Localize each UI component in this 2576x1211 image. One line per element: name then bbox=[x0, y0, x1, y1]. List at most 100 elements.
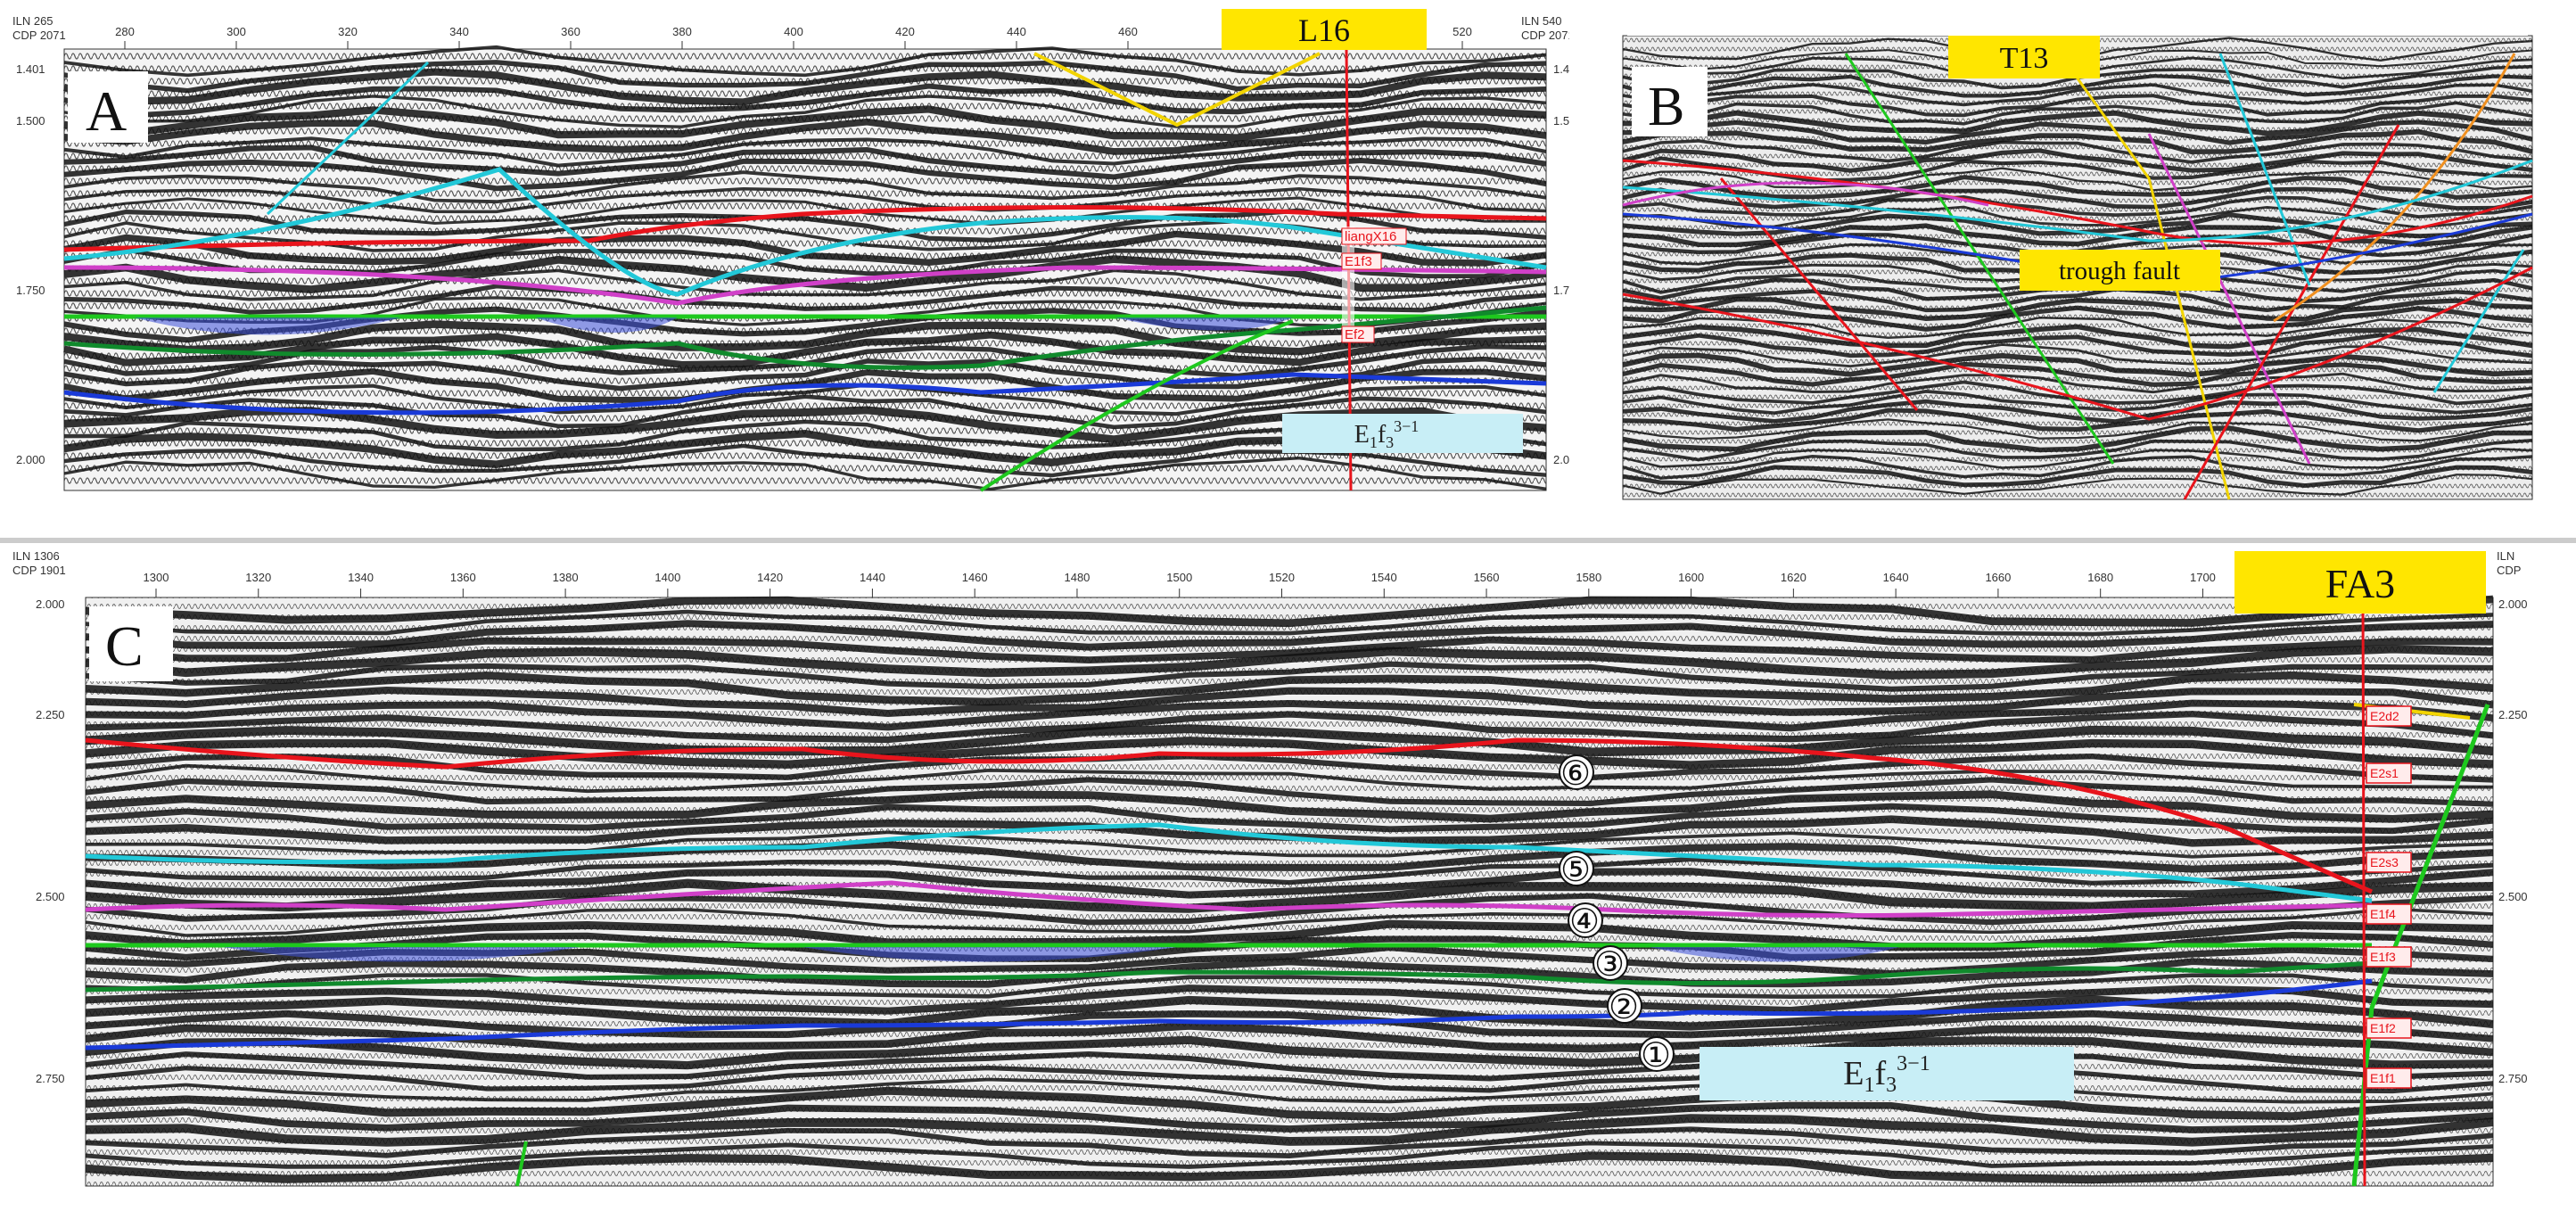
panel-a-horizon-dkgreen bbox=[63, 305, 1547, 370]
seismic-reflector bbox=[85, 856, 2494, 886]
panel-b-letter: B bbox=[1648, 77, 1684, 137]
panel-c-x-tick-label: 1380 bbox=[553, 571, 579, 584]
seismic-reflector bbox=[85, 1035, 2494, 1070]
horizon-number-6: ⑥ bbox=[1560, 755, 1591, 793]
seismic-reflector bbox=[85, 595, 2494, 628]
seismic-reflector bbox=[1622, 399, 2533, 424]
seismic-reflector bbox=[85, 803, 2494, 835]
horizon-number-5: ⑤ bbox=[1560, 852, 1591, 889]
panel-a-well-label-1: liangX16 bbox=[1345, 229, 1396, 244]
panel-a-x-tick-label: 320 bbox=[338, 25, 358, 38]
panel-a-y-tick-label: 1.750 bbox=[16, 284, 45, 297]
seismic-reflector bbox=[85, 671, 2494, 706]
panel-a-x-tick-label: 380 bbox=[672, 25, 692, 38]
panel-c-well-label: E1f4 bbox=[2370, 907, 2396, 921]
panel-a-x-tick-label: 420 bbox=[895, 25, 915, 38]
panel-a-fault-yellow bbox=[1033, 52, 1321, 128]
seismic-reflector bbox=[63, 356, 1547, 391]
panel-c-x-tick-label: 1540 bbox=[1371, 571, 1397, 584]
panel-c-x-tick-label: 1600 bbox=[1678, 571, 1704, 584]
seismic-reflector bbox=[85, 995, 2494, 1031]
panel-c-x-tick-label: 1440 bbox=[860, 571, 885, 584]
panel-c-formation-box bbox=[1700, 1047, 2074, 1100]
panel-a-well-label-3: Ef2 bbox=[1345, 327, 1365, 342]
panel-a-horizon-red bbox=[63, 205, 1547, 252]
seismic-reflector bbox=[63, 170, 1547, 204]
panel-a-y-tick-label-right: 1.750 bbox=[1553, 284, 1569, 297]
seismic-reflector bbox=[63, 68, 1547, 106]
seismic-reflector bbox=[85, 1022, 2494, 1057]
seismic-reflector bbox=[85, 1086, 2494, 1122]
seismic-reflector bbox=[1622, 447, 2533, 469]
panel-c-corner-left-2: CDP 1901 bbox=[12, 564, 66, 577]
seismic-reflector bbox=[1622, 110, 2533, 136]
seismic-reflector bbox=[1622, 465, 2533, 489]
horizon-number-2: ② bbox=[1609, 989, 1639, 1026]
panel-a-corner-left-2: CDP 2071 bbox=[12, 29, 66, 42]
seismic-reflector bbox=[85, 984, 2494, 1015]
seismic-panel-a: 280300320340360380400420440460480500520 … bbox=[12, 9, 1569, 492]
panel-b-faults bbox=[1719, 53, 2525, 500]
seismic-reflector bbox=[85, 878, 2494, 913]
seismic-reflector bbox=[1622, 474, 2533, 496]
panel-a-y-axis-left: 1.401 1.401 1.500 1.500 1.750 1.750 2.000 2.000 bbox=[16, 62, 1569, 466]
panel-a-y-tick-label: 2.000 bbox=[16, 453, 45, 466]
panel-c-x-tick-label: 1660 bbox=[1985, 571, 2011, 584]
seismic-reflector bbox=[1622, 139, 2533, 164]
seismic-reflector bbox=[1622, 287, 2533, 313]
seismic-reflector bbox=[85, 753, 2494, 783]
seismic-reflector bbox=[63, 284, 1547, 315]
panel-c-y-tick-label: 2.500 bbox=[36, 890, 65, 903]
seismic-reflector bbox=[63, 105, 1547, 142]
panel-c-x-tick-label: 1300 bbox=[144, 571, 169, 584]
panel-c-y-tick-label-right: 2.500 bbox=[2498, 890, 2528, 903]
seismic-reflector bbox=[1622, 296, 2533, 322]
seismic-reflector bbox=[85, 686, 2494, 718]
panel-a-well-labels: liangX16 E1f3 Ef2 bbox=[1341, 227, 1407, 343]
panel-c-y-tick-label-right: 2.750 bbox=[2498, 1072, 2528, 1085]
panel-b-annotation-box bbox=[2020, 250, 2220, 291]
horizon-1-blue bbox=[85, 978, 2373, 1050]
panel-c-x-tick-label: 1580 bbox=[1576, 571, 1601, 584]
panel-c-well-label: E2d2 bbox=[2370, 709, 2399, 723]
horizon-6-red bbox=[85, 737, 2374, 894]
seismic-reflector bbox=[63, 230, 1547, 267]
seismic-reflector bbox=[85, 661, 2494, 692]
seismic-reflector bbox=[1622, 119, 2533, 145]
seismic-reflector bbox=[85, 644, 2494, 680]
panel-a-x-tick-label: 340 bbox=[449, 25, 469, 38]
panel-c-seismic-reflectors bbox=[85, 595, 2494, 1184]
panel-c-y-tick-label: 2.000 bbox=[36, 597, 65, 611]
seismic-reflector bbox=[63, 383, 1547, 416]
seismic-reflector bbox=[85, 919, 2494, 952]
seismic-reflector bbox=[85, 1009, 2494, 1042]
seismic-reflector bbox=[1622, 317, 2533, 339]
seismic-panel-b: B T13 trough fault bbox=[1622, 27, 2533, 500]
panel-a-formation-box bbox=[1282, 414, 1523, 453]
panel-c-well-label: E1f3 bbox=[2370, 950, 2396, 964]
horizon-number-1: ① bbox=[1641, 1037, 1671, 1075]
seismic-reflector bbox=[63, 186, 1547, 214]
panel-a-x-tick-label: 440 bbox=[1007, 25, 1026, 38]
seismic-reflector bbox=[85, 841, 2494, 873]
seismic-reflector bbox=[1622, 74, 2533, 100]
panel-c-horizon-numbers: ⑥ ⑤ ④ ③ ② ① bbox=[1559, 754, 1675, 1075]
horizon-number-3: ③ bbox=[1594, 946, 1625, 984]
seismic-reflector bbox=[85, 737, 2494, 770]
panel-c-horizons bbox=[85, 703, 2490, 1187]
seismic-reflector bbox=[85, 1076, 2494, 1104]
seismic-reflector bbox=[63, 60, 1547, 94]
seismic-reflector bbox=[85, 763, 2494, 794]
seismic-reflector bbox=[85, 790, 2494, 823]
seismic-reflector bbox=[85, 973, 2494, 999]
panel-c-well-line bbox=[2361, 597, 2366, 1187]
panel-c-formation-label: E1f33−1 bbox=[1843, 1052, 1930, 1097]
panel-c-x-tick-label: 1340 bbox=[348, 571, 374, 584]
panel-c-y-axis: 2.000 2.000 2.250 2.250 2.500 2.500 2.750 2.750 bbox=[36, 597, 2528, 1085]
panel-a-x-tick-label: 400 bbox=[784, 25, 803, 38]
seismic-reflector bbox=[85, 1063, 2494, 1094]
seismic-reflector bbox=[63, 45, 1547, 78]
panel-b-tag: T13 bbox=[2000, 42, 2049, 75]
seismic-reflector bbox=[85, 711, 2494, 744]
panel-a-corner-right-2: CDP 2071 bbox=[1521, 29, 1569, 42]
